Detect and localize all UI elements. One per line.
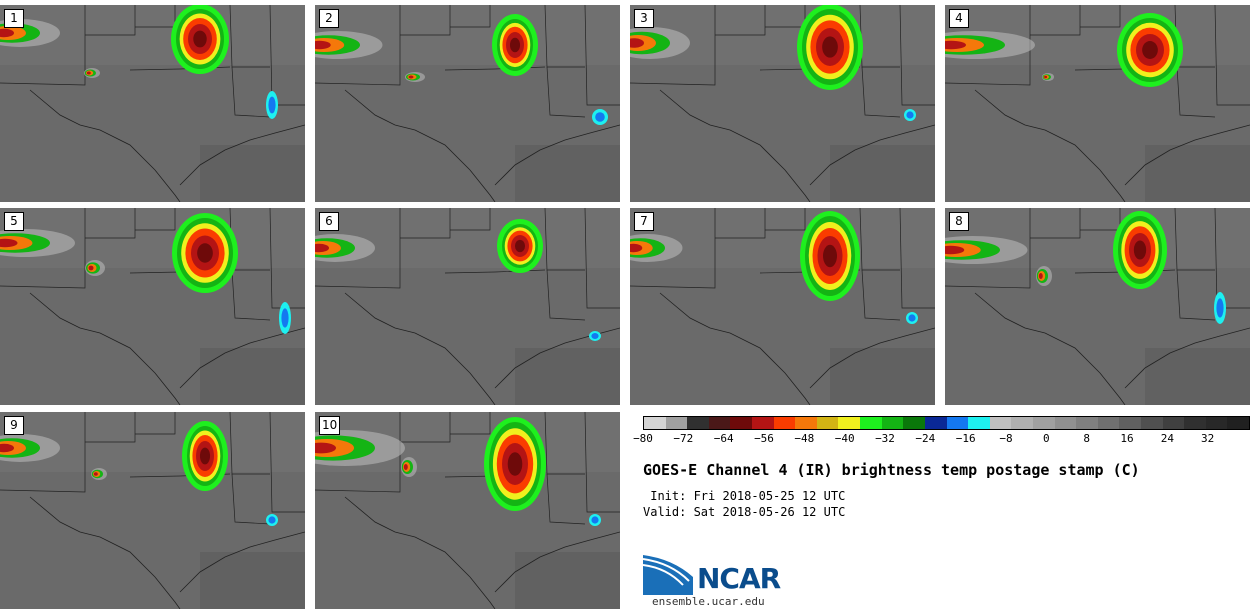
colorbar-tick-label: −40	[834, 432, 855, 445]
figure-title: GOES-E Channel 4 (IR) brightness temp po…	[643, 461, 1140, 479]
ncar-logo-text: NCAR	[697, 562, 781, 595]
colorbar-swatch	[644, 417, 666, 429]
colorbar-swatch	[881, 417, 904, 429]
colorbar-tick-label: −72	[673, 432, 694, 445]
panel-number-label: 9	[4, 416, 24, 435]
colorbar-swatch	[708, 417, 731, 429]
colorbar-swatch	[1032, 417, 1055, 429]
ir-satellite-map	[315, 412, 620, 609]
colorbar-swatch	[1097, 417, 1120, 429]
panel-number-label: 8	[949, 212, 969, 231]
colorbar-swatch	[730, 417, 753, 429]
init-time: Init: Fri 2018-05-25 12 UTC	[643, 489, 846, 503]
colorbar-swatch	[903, 417, 925, 429]
colorbar-tick-label: 16	[1120, 432, 1134, 445]
ensemble-member-panel: 10	[315, 412, 620, 609]
ir-satellite-map	[0, 412, 305, 609]
colorbar-swatch	[687, 417, 709, 429]
panel-number-label: 4	[949, 9, 969, 28]
ncar-logo-icon	[643, 555, 693, 595]
colorbar-swatch	[1141, 417, 1163, 429]
ensemble-member-panel: 3	[630, 5, 935, 202]
colorbar-tick-label: −80	[633, 432, 653, 445]
panel-number-label: 3	[634, 9, 654, 28]
ensemble-member-panel: 7	[630, 208, 935, 405]
colorbar-swatch	[860, 417, 882, 429]
ensemble-member-panel: 8	[945, 208, 1250, 405]
colorbar-swatch	[752, 417, 774, 429]
colorbar-swatch	[1076, 417, 1098, 429]
colorbar-ticks: −80 −72 −64 −56 −48 −40 −32 −24 −16 −8 0 8 16 24 32	[633, 432, 1248, 446]
panel-number-label: 10	[319, 416, 341, 435]
colorbar-tick-label: 0	[1043, 432, 1050, 445]
colorbar-tick-label: 24	[1160, 432, 1174, 445]
ensemble-member-panel: 2	[315, 5, 620, 202]
colorbar-swatch	[1119, 417, 1142, 429]
ir-satellite-map	[315, 5, 620, 202]
ir-satellite-map	[630, 5, 935, 202]
ensemble-member-panel: 5	[0, 208, 305, 405]
colorbar-swatch	[665, 417, 688, 429]
panel-number-label: 7	[634, 212, 654, 231]
colorbar	[643, 416, 1250, 430]
colorbar-swatch	[1184, 417, 1206, 429]
ensemble-member-panel: 9	[0, 412, 305, 609]
colorbar-tick-label: −64	[713, 432, 734, 445]
ir-satellite-map	[630, 208, 935, 405]
panel-number-label: 2	[319, 9, 339, 28]
colorbar-tick-label: −56	[754, 432, 774, 445]
colorbar-tick-label: 8	[1083, 432, 1090, 445]
panel-number-label: 1	[4, 9, 24, 28]
colorbar-swatch	[946, 417, 969, 429]
colorbar-tick-label: −24	[915, 432, 936, 445]
ir-satellite-map	[945, 5, 1250, 202]
ir-satellite-map	[315, 208, 620, 405]
ensemble-member-panel: 6	[315, 208, 620, 405]
valid-time: Valid: Sat 2018-05-26 12 UTC	[643, 505, 846, 519]
colorbar-swatch	[795, 417, 817, 429]
colorbar-swatch	[838, 417, 861, 429]
ensemble-member-panel: 4	[945, 5, 1250, 202]
colorbar-swatch	[1054, 417, 1077, 429]
ir-satellite-map	[945, 208, 1250, 405]
panel-number-label: 6	[319, 212, 339, 231]
colorbar-swatch	[1227, 417, 1250, 429]
colorbar-tick-label: −16	[955, 432, 976, 445]
colorbar-swatch	[1011, 417, 1033, 429]
colorbar-swatch	[968, 417, 990, 429]
panel-number-label: 5	[4, 212, 24, 231]
colorbar-swatch	[1162, 417, 1185, 429]
ir-satellite-map	[0, 5, 305, 202]
ir-satellite-map	[0, 208, 305, 405]
site-url: ensemble.ucar.edu	[652, 595, 765, 608]
colorbar-tick-label: 32	[1201, 432, 1215, 445]
colorbar-swatch	[924, 417, 947, 429]
colorbar-swatch	[989, 417, 1012, 429]
colorbar-tick-label: −8	[999, 432, 1013, 445]
colorbar-swatch	[816, 417, 839, 429]
ensemble-member-panel: 1	[0, 5, 305, 202]
colorbar-swatch	[1205, 417, 1228, 429]
colorbar-tick-label: −48	[794, 432, 815, 445]
colorbar-swatch	[773, 417, 796, 429]
colorbar-tick-label: −32	[875, 432, 895, 445]
